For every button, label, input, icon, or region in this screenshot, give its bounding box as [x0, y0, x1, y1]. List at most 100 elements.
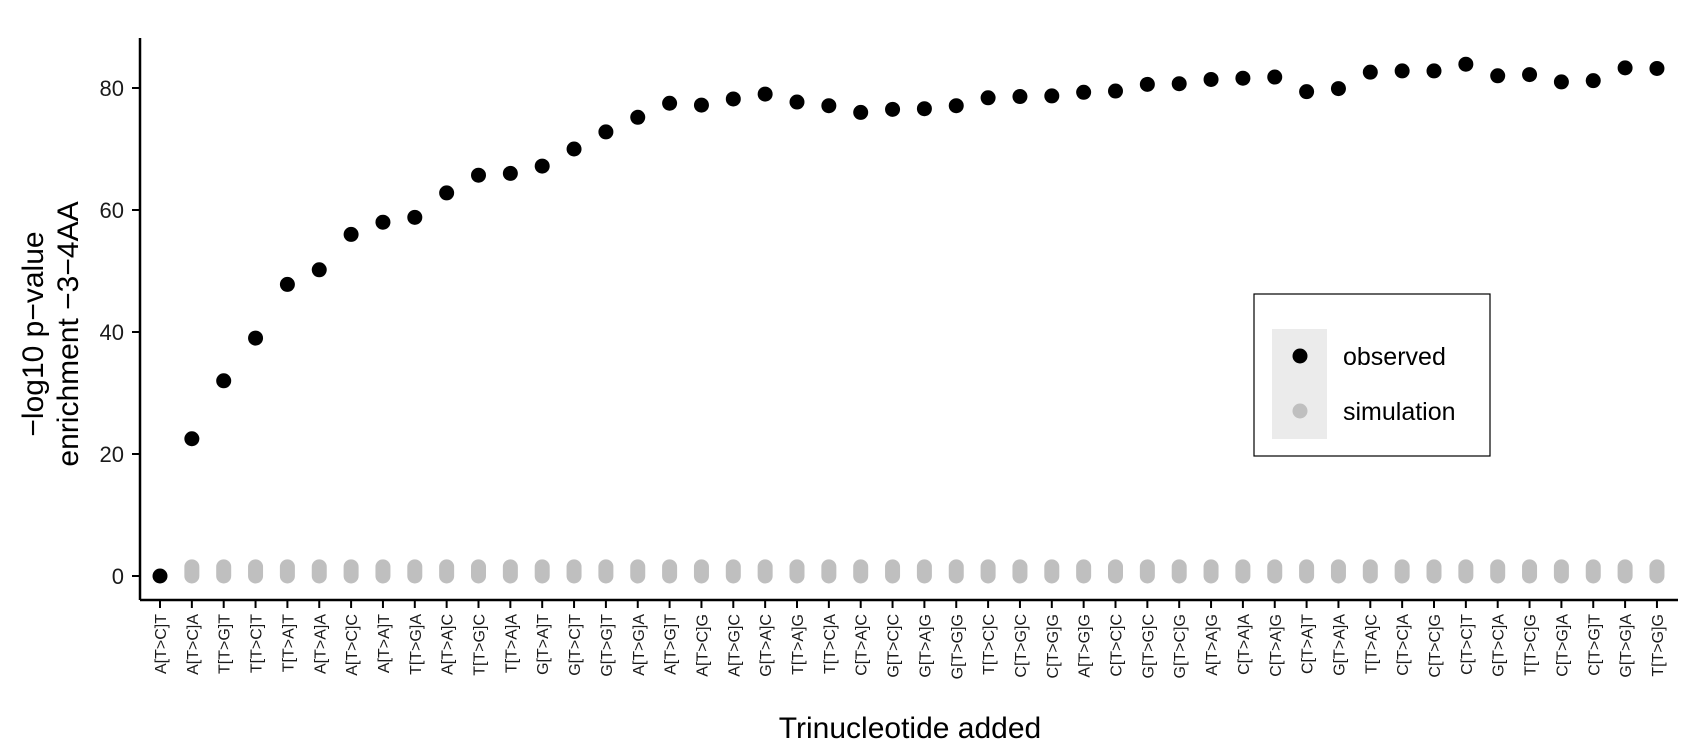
x-tick-label: G[T>C]G [1172, 614, 1189, 678]
observed-point [693, 97, 709, 113]
x-tick-label: T[T>G]C [472, 614, 489, 676]
observed-point [1522, 67, 1538, 83]
observed-point [184, 431, 200, 447]
x-tick-label: C[T>G]A [1554, 614, 1571, 677]
legend: observed simulation [1253, 293, 1491, 457]
observed-point [630, 109, 646, 125]
simulation-series [184, 559, 1665, 584]
observed-point [1076, 84, 1092, 100]
observed-point [916, 101, 932, 117]
observed-point [885, 101, 901, 117]
x-tick-label: T[T>C]C [981, 614, 998, 675]
x-tick-label: T[T>G]G [1650, 614, 1667, 677]
x-axis-title: Trinucleotide added [779, 712, 1041, 743]
x-tick-label: C[T>C]A [1395, 614, 1412, 676]
observed-point [1490, 68, 1506, 84]
x-tick-label: G[T>G]T [599, 614, 616, 677]
x-tick-label: G[T>G]C [1140, 614, 1157, 678]
x-ticks: A[T>C]T A[T>C]A T[T>G]T T[T>C]T T[T>A]T A[T>A… [153, 600, 1667, 679]
x-tick-label: T[T>G]T [217, 614, 234, 674]
y-ticks: 0 20 40 60 80 [100, 76, 140, 589]
observed-point [1458, 56, 1474, 72]
observed-point [1171, 76, 1187, 92]
observed-point [279, 276, 295, 292]
observed-point [311, 262, 327, 278]
observed-point [1012, 89, 1028, 105]
observed-series [152, 56, 1665, 584]
observed-point [1267, 69, 1283, 85]
x-tick-label: T[T>C]A [822, 614, 839, 674]
observed-point [534, 158, 550, 174]
x-tick-label: T[T>A]T [280, 614, 297, 672]
x-tick-label: C[T>G]G [1045, 614, 1062, 678]
observed-point [757, 86, 773, 102]
x-tick-label: C[T>A]A [1236, 614, 1253, 675]
x-tick-label: T[T>G]A [408, 614, 425, 675]
legend-key-simulation [1292, 403, 1308, 419]
observed-point [948, 98, 964, 114]
observed-point [789, 94, 805, 110]
observed-point [343, 226, 359, 242]
x-tick-label: G[T>A]T [535, 614, 552, 675]
x-tick-label: G[T>A]A [1331, 614, 1348, 676]
observed-point [853, 104, 869, 120]
y-tick-label: 40 [100, 320, 124, 345]
y-axis-title-line-1: −log10 p−value [17, 231, 50, 436]
observed-point [821, 98, 837, 114]
x-tick-label: C[T>C]T [1459, 614, 1476, 675]
x-tick-label: G[T>C]C [886, 614, 903, 678]
y-axis-title-line-2: enrichment −3−4AA [52, 201, 85, 466]
observed-point [439, 185, 455, 201]
observed-point [1617, 60, 1633, 76]
x-tick-label: T[T>C]T [249, 614, 266, 673]
observed-point [1362, 64, 1378, 80]
x-tick-label: C[T>G]T [1586, 614, 1603, 676]
x-tick-label: A[T>C]T [153, 614, 170, 674]
observed-point [1330, 81, 1346, 97]
x-tick-label: C[T>G]C [1013, 614, 1030, 678]
observed-point [502, 165, 518, 181]
x-tick-label: A[T>A]G [1204, 614, 1221, 676]
observed-point [407, 209, 423, 225]
x-tick-label: A[T>A]A [312, 614, 329, 674]
observed-point [980, 90, 996, 106]
y-tick-label: 0 [112, 564, 124, 589]
observed-point [566, 141, 582, 157]
x-tick-label: A[T>A]T [376, 614, 393, 673]
axes [138, 38, 1678, 602]
observed-point [1649, 60, 1665, 76]
observed-point [598, 124, 614, 140]
observed-point [152, 568, 168, 584]
observed-point [1139, 76, 1155, 92]
x-tick-label: C[T>A]T [1300, 614, 1317, 674]
x-tick-label: A[T>G]G [1077, 614, 1094, 678]
x-tick-label: A[T>G]C [726, 614, 743, 677]
legend-label-simulation: simulation [1343, 398, 1456, 426]
x-tick-label: A[T>A]C [440, 614, 457, 675]
observed-point [1553, 74, 1569, 90]
legend-key-observed [1292, 348, 1308, 364]
x-tick-label: A[T>G]T [663, 614, 680, 675]
x-tick-label: G[T>G]G [949, 614, 966, 679]
x-tick-label: T[T>A]G [790, 614, 807, 675]
y-tick-label: 80 [100, 76, 124, 101]
x-tick-label: T[T>C]G [1523, 614, 1540, 676]
observed-point [248, 330, 264, 346]
x-tick-label: A[T>G]A [631, 614, 648, 676]
x-tick-label: C[T>A]G [1268, 614, 1285, 677]
legend-key-background [1272, 329, 1327, 439]
y-tick-label: 20 [100, 442, 124, 467]
legend-label-observed: observed [1343, 343, 1446, 371]
x-tick-label: A[T>C]C [344, 614, 361, 676]
observed-point [1585, 73, 1601, 89]
x-tick-label: G[T>G]A [1618, 614, 1635, 678]
observed-point [725, 91, 741, 107]
x-tick-label: G[T>C]A [1491, 614, 1508, 677]
x-tick-label: A[T>C]A [185, 614, 202, 675]
x-tick-label: T[T>A]A [503, 614, 520, 673]
observed-point [216, 373, 232, 389]
observed-point [375, 214, 391, 230]
x-tick-label: T[T>A]C [1363, 614, 1380, 674]
observed-point [1299, 84, 1315, 100]
